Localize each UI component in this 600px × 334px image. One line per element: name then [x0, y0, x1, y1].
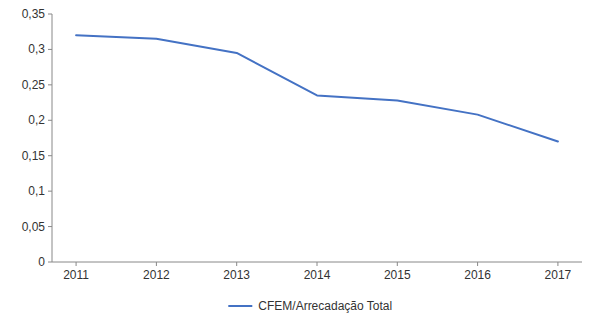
x-tick	[317, 262, 318, 266]
legend-label: CFEM/Arrecadação Total	[258, 299, 392, 313]
x-tick	[236, 262, 237, 266]
y-tick	[48, 14, 52, 15]
x-tick-label: 2016	[464, 268, 491, 282]
y-tick	[48, 120, 52, 121]
y-tick	[48, 262, 52, 263]
x-tick	[557, 262, 558, 266]
x-tick-label: 2012	[143, 268, 170, 282]
y-tick-label: 0,25	[22, 78, 46, 92]
x-tick	[156, 262, 157, 266]
y-tick-label: 0	[38, 255, 45, 269]
x-tick-label: 2013	[223, 268, 250, 282]
chart-container: 2011 2012 2013 2014 2015 2016 2017 0 0,05 0,1 0,15…	[0, 0, 600, 334]
legend: CFEM/Arrecadação Total	[228, 299, 392, 313]
x-tick-label: 2014	[304, 268, 331, 282]
x-tick-label: 2011	[63, 268, 89, 282]
y-tick	[48, 155, 52, 156]
plot-area	[76, 35, 558, 141]
y-tick-label: 0,05	[22, 220, 46, 234]
y-tick-label: 0,2	[28, 113, 45, 127]
y-tick-label: 0,15	[22, 149, 46, 163]
x-tick	[76, 262, 77, 266]
y-tick	[48, 191, 52, 192]
x-tick-label: 2015	[384, 268, 411, 282]
y-tick-label: 0,35	[22, 7, 46, 21]
legend-swatch	[228, 305, 252, 307]
series-line	[76, 35, 558, 141]
chart-svg: 2011 2012 2013 2014 2015 2016 2017 0 0,05 0,1 0,15…	[0, 0, 600, 334]
x-tick-label: 2017	[545, 268, 572, 282]
axes: 2011 2012 2013 2014 2015 2016 2017 0 0,05 0,1 0,15…	[22, 7, 582, 282]
y-tick	[48, 84, 52, 85]
y-tick	[48, 226, 52, 227]
x-tick	[477, 262, 478, 266]
y-tick-label: 0,1	[28, 184, 45, 198]
y-axis-line	[52, 14, 53, 262]
x-tick	[397, 262, 398, 266]
y-tick	[48, 49, 52, 50]
y-tick-label: 0,3	[28, 42, 45, 56]
